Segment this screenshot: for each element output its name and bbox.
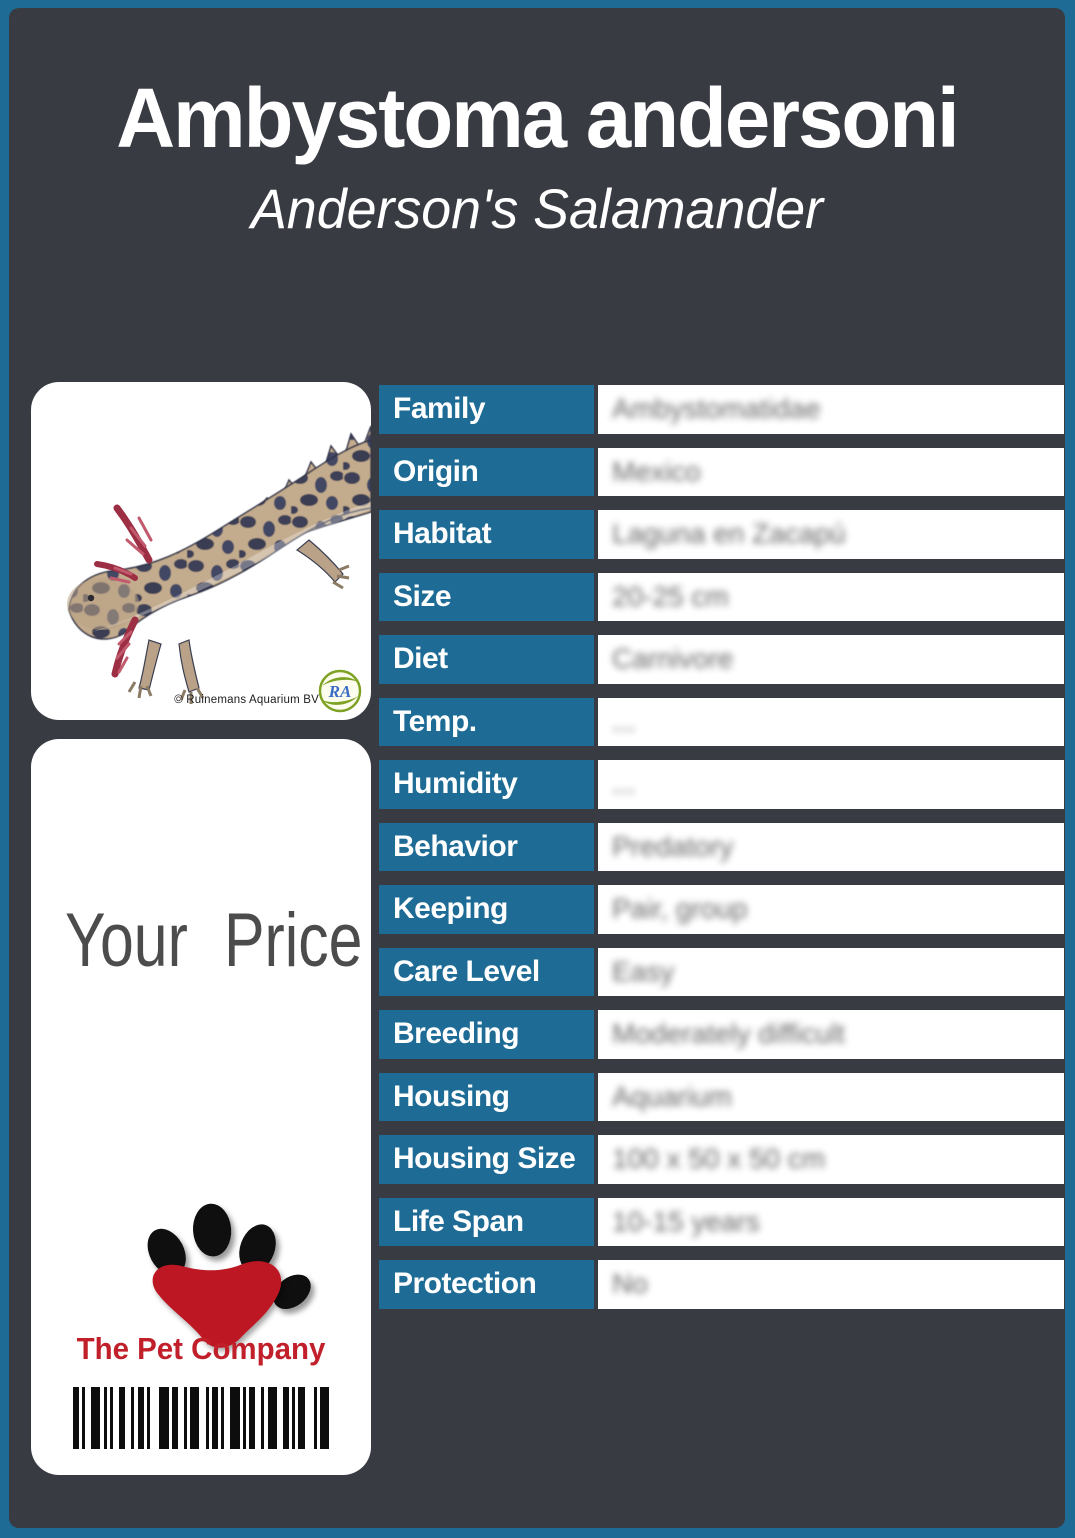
row-value-cell: Easy: [598, 947, 1064, 996]
row-label: Behavior: [379, 822, 594, 871]
table-row: Housing Aquarium: [379, 1072, 1064, 1121]
row-value: ...: [612, 705, 636, 737]
row-label: Keeping: [379, 885, 594, 934]
row-value-cell: 20-25 cm: [598, 572, 1064, 621]
row-value-cell: Ambystomatidae: [598, 385, 1064, 434]
table-row: Size 20-25 cm: [379, 572, 1064, 621]
label-panel: Ambystoma andersoni Anderson's Salamande…: [9, 8, 1065, 1528]
supplier-logo-icon: RA: [318, 669, 362, 713]
row-value: Easy: [612, 955, 675, 987]
row-value-cell: Aquarium: [598, 1072, 1064, 1121]
row-value: Ambystomatidae: [612, 393, 821, 425]
table-row: Life Span 10-15 years: [379, 1197, 1064, 1246]
salamander-photo: [67, 425, 371, 704]
row-value-cell: Mexico: [598, 447, 1064, 496]
row-value-cell: 10-15 years: [598, 1197, 1064, 1246]
row-label: Temp.: [379, 697, 594, 746]
row-label: Origin: [379, 447, 594, 496]
row-value: 20-25 cm: [612, 580, 729, 612]
row-label: Habitat: [379, 510, 594, 559]
table-row: Temp. ...: [379, 697, 1064, 746]
table-row: Keeping Pair, group: [379, 885, 1064, 934]
spec-table: Family Ambystomatidae Origin Mexico Habi…: [379, 385, 1064, 1323]
row-value: 10-15 years: [612, 1205, 760, 1237]
row-label: Humidity: [379, 760, 594, 809]
paw-logo-icon: [147, 1203, 311, 1348]
row-label: Care Level: [379, 947, 594, 996]
row-value-cell: Moderately difficult: [598, 1010, 1064, 1059]
row-value-cell: ...: [598, 697, 1064, 746]
barcode: [64, 1387, 338, 1449]
row-label: Diet: [379, 635, 594, 684]
row-value-cell: 100 x 50 x 50 cm: [598, 1135, 1064, 1184]
row-value: 100 x 50 x 50 cm: [612, 1143, 826, 1175]
row-value-cell: Pair, group: [598, 885, 1064, 934]
row-value: Mexico: [612, 455, 701, 487]
row-value-cell: Laguna en Zacapú: [598, 510, 1064, 559]
row-value: Aquarium: [612, 1080, 732, 1112]
row-value: Predatory: [612, 830, 734, 862]
table-row: Housing Size 100 x 50 x 50 cm: [379, 1135, 1064, 1184]
table-row: Protection No: [379, 1260, 1064, 1309]
table-row: Family Ambystomatidae: [379, 385, 1064, 434]
price-card: Your Price The Pet Company: [31, 739, 371, 1475]
photo-copyright: © Ruinemans Aquarium BV: [174, 694, 319, 706]
table-row: Care Level Easy: [379, 947, 1064, 996]
table-row: Breeding Moderately difficult: [379, 1010, 1064, 1059]
row-label: Family: [379, 385, 594, 434]
row-value-cell: No: [598, 1260, 1064, 1309]
price-placeholder: Your Price: [65, 898, 363, 983]
row-value: ...: [612, 768, 636, 800]
row-value: Carnivore: [612, 643, 734, 675]
table-row: Behavior Predatory: [379, 822, 1064, 871]
row-value: No: [612, 1268, 648, 1300]
table-row: Habitat Laguna en Zacapú: [379, 510, 1064, 559]
row-label: Housing: [379, 1072, 594, 1121]
row-label: Breeding: [379, 1010, 594, 1059]
company-name: The Pet Company: [76, 1331, 326, 1366]
row-value: Pair, group: [612, 893, 748, 925]
page-subtitle: Anderson's Salamander: [250, 177, 824, 240]
row-label: Size: [379, 572, 594, 621]
page-title: Ambystoma andersoni: [116, 71, 959, 165]
photo-card: © Ruinemans Aquarium BV RA: [31, 382, 371, 720]
table-row: Humidity ...: [379, 760, 1064, 809]
row-value: Moderately difficult: [612, 1018, 845, 1050]
row-value-cell: ...: [598, 760, 1064, 809]
row-label: Housing Size: [379, 1135, 594, 1184]
table-row: Diet Carnivore: [379, 635, 1064, 684]
row-value: Laguna en Zacapú: [612, 518, 846, 550]
row-value-cell: Carnivore: [598, 635, 1064, 684]
row-value-cell: Predatory: [598, 822, 1064, 871]
svg-text:RA: RA: [328, 682, 352, 701]
row-label: Protection: [379, 1260, 594, 1309]
table-row: Origin Mexico: [379, 447, 1064, 496]
row-label: Life Span: [379, 1197, 594, 1246]
